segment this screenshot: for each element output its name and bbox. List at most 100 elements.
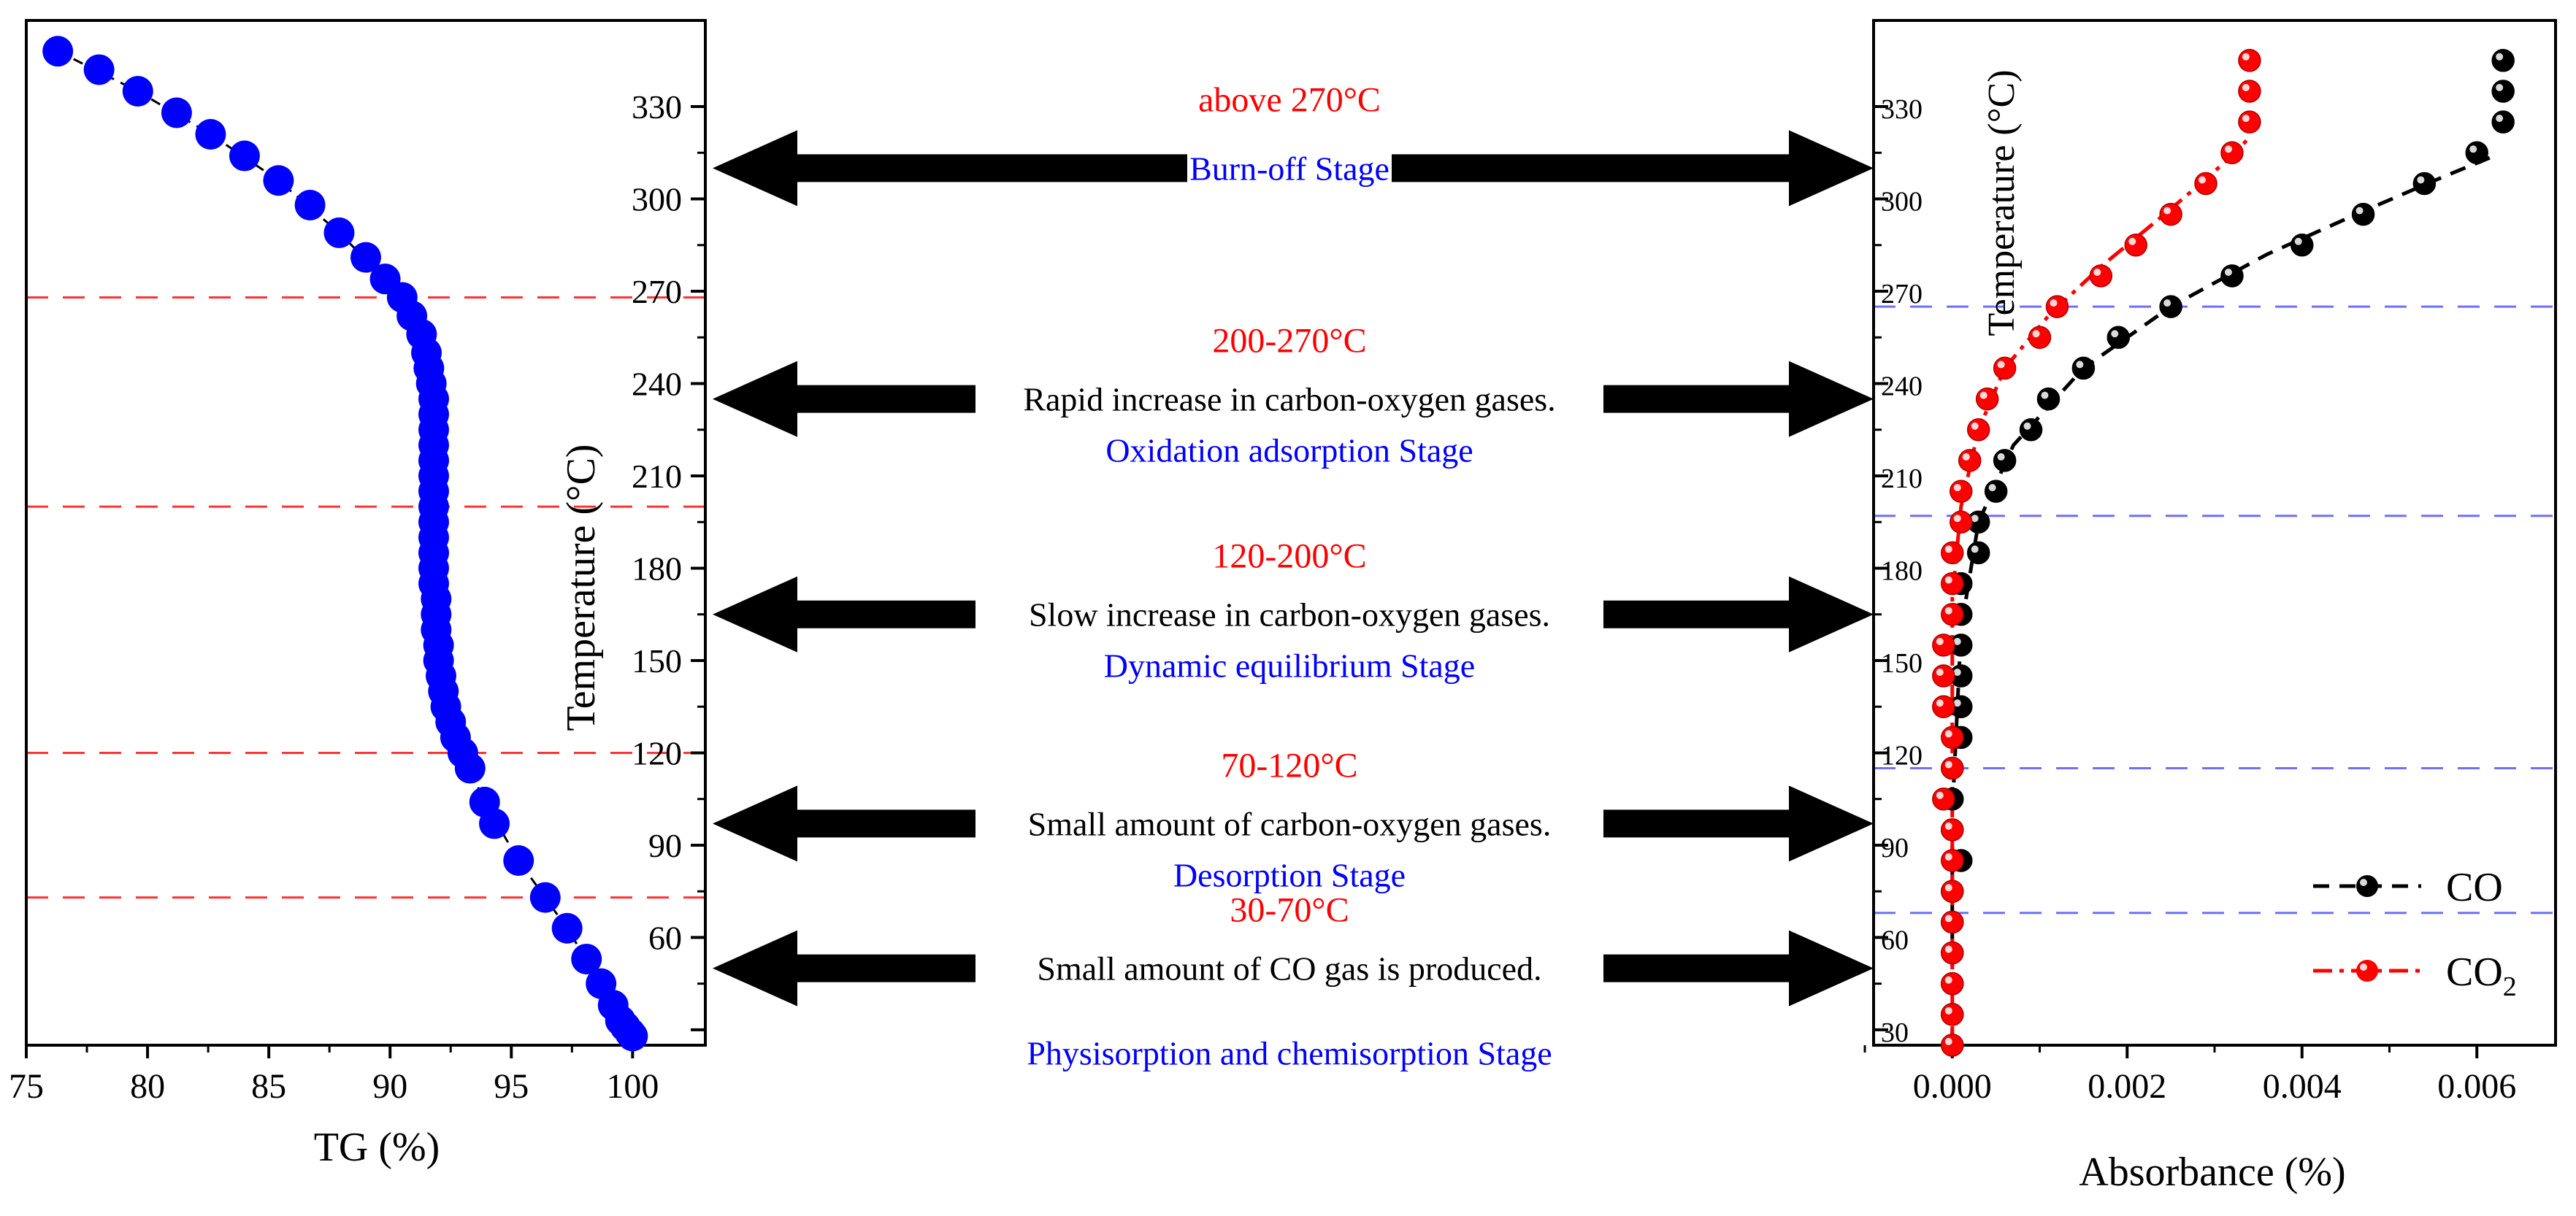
tg-point: [294, 189, 326, 220]
right-y-axis-label: Temperature (°C): [1981, 69, 2023, 336]
co2-point: [1941, 602, 1964, 626]
right-y-tick-label: 90: [1881, 833, 1909, 863]
left-y-tick-label: 150: [632, 642, 682, 680]
right-x-tick-label: 0.000: [1913, 1067, 1992, 1106]
left-y-tick-label: 60: [648, 919, 682, 956]
right-y-tick-label: 30: [1881, 1017, 1909, 1048]
tg-point: [83, 54, 115, 85]
co-point: [2019, 418, 2043, 442]
co2-point: [2045, 295, 2069, 318]
co2-point: [2220, 141, 2244, 165]
co-point: [2465, 141, 2488, 165]
co2-point: [1932, 634, 1955, 657]
left-axes: 75 80 85 90 95 100 60 90 120 150 180 210 240 270 300 33…: [9, 19, 707, 1106]
co2-point: [1966, 418, 1990, 442]
left-x-tick-label: 100: [606, 1067, 659, 1106]
stage-description-bg: [975, 589, 1603, 639]
right-y-tick-label: 180: [1881, 555, 1923, 586]
right-y-tick-label: 210: [1881, 463, 1923, 494]
right-x-tick-label: 0.002: [2088, 1067, 2166, 1106]
co2-point: [1958, 449, 1982, 472]
tg-point: [529, 882, 561, 913]
legend-label: CO2: [2446, 950, 2517, 1002]
co2-point: [1941, 910, 1964, 934]
co2-point: [1941, 971, 1964, 996]
left-x-tick-label: 85: [251, 1067, 286, 1106]
left-y-tick-label: 180: [632, 550, 682, 587]
co-point: [2351, 202, 2375, 226]
left-chart: 75 80 85 90 95 100 60 90 120 150 180 210 240 270 300 33…: [9, 19, 707, 1170]
tg-point: [161, 97, 192, 128]
stage-description-bg: [975, 799, 1603, 849]
tg-point: [195, 119, 226, 150]
co2-point: [1941, 880, 1964, 903]
co2-point: [1941, 1034, 1964, 1057]
tg-point: [42, 36, 74, 67]
left-x-axis-label: TG (%): [314, 1125, 440, 1170]
co2-point: [2089, 264, 2113, 288]
left-y-tick-label: 90: [648, 827, 682, 864]
stage-description-bg: [975, 943, 1603, 993]
stage-arrows: above 270°C Burn-off Stage 200-270°C Rapid …: [713, 80, 1874, 1072]
right-y-tick-label: 270: [1881, 279, 1923, 309]
co2-point: [1932, 695, 1955, 718]
right-y-tick-label: 150: [1881, 648, 1923, 679]
legend: CO CO2: [2313, 865, 2517, 1002]
left-plot-frame: [25, 19, 707, 1047]
co2-point: [1941, 541, 1964, 565]
stage-name-bg: [1187, 146, 1392, 192]
co2-point: [1993, 356, 2017, 380]
left-y-tick-label: 330: [632, 88, 682, 126]
co2-point: [1941, 849, 1964, 872]
stage-name: Oxidation adsorption Stage: [1105, 432, 1473, 469]
tg-point: [551, 912, 583, 944]
co2-point: [2159, 202, 2182, 226]
stage-temp-label: 70-120°C: [1221, 746, 1357, 785]
co2-point: [1932, 664, 1955, 688]
co2-point: [1949, 480, 1973, 503]
right-y-tick-label: 300: [1881, 187, 1923, 218]
co2-point: [1941, 1003, 1964, 1026]
right-points: [1932, 49, 2515, 1057]
legend-item-co: CO: [2313, 865, 2503, 910]
left-x-tick-label: 80: [130, 1067, 165, 1106]
stage-temp-label: 30-70°C: [1230, 891, 1349, 930]
left-y-axis-label: Temperature (°C): [559, 444, 604, 731]
stage-name: Dynamic equilibrium Stage: [1104, 647, 1475, 685]
tg-point: [229, 140, 260, 172]
co-point: [2036, 387, 2061, 411]
co2-point: [1941, 726, 1964, 750]
co-point: [2491, 110, 2515, 134]
co2-point: [1941, 756, 1964, 780]
stage-temp-label: above 270°C: [1198, 80, 1381, 119]
left-points: [42, 36, 648, 1052]
stage-name: Desorption Stage: [1173, 856, 1406, 893]
left-y-tick-label: 240: [632, 366, 682, 403]
co2-point: [2238, 110, 2261, 134]
right-axes: 0.000 0.002 0.004 0.006 30 60 90 120 150 180 210 24…: [1863, 19, 2557, 1106]
co-point: [2491, 49, 2515, 72]
tg-point: [454, 753, 486, 784]
co-point: [2071, 356, 2096, 380]
co2-point: [1949, 510, 1973, 534]
co2-point: [1932, 787, 1955, 811]
stage-description: Slow increase in carbon-oxygen gases.: [1029, 596, 1550, 634]
tg-point: [503, 845, 534, 877]
left-y-tick-label: 120: [632, 734, 682, 771]
tg-point: [323, 217, 355, 248]
left-stage-lines: [26, 296, 705, 899]
tg-point: [122, 75, 153, 107]
right-x-axis-label: Absorbance (%): [2079, 1150, 2345, 1195]
co-point: [2290, 234, 2314, 257]
co-point: [2159, 295, 2182, 318]
co-point: [1966, 541, 1990, 565]
co2-point: [2238, 80, 2261, 103]
co-point: [1993, 449, 2017, 472]
stage-arrow-4: 70-120°C Small amount of carbon-oxygen ga…: [713, 746, 1874, 893]
left-y-tick-label: 300: [632, 181, 682, 218]
stage-description: Small amount of carbon-oxygen gases.: [1028, 805, 1552, 842]
stage-temp-label: 120-200°C: [1212, 537, 1366, 576]
co-point: [1949, 634, 1973, 657]
co-point: [2412, 172, 2437, 196]
right-x-tick-label: 0.006: [2437, 1067, 2516, 1106]
